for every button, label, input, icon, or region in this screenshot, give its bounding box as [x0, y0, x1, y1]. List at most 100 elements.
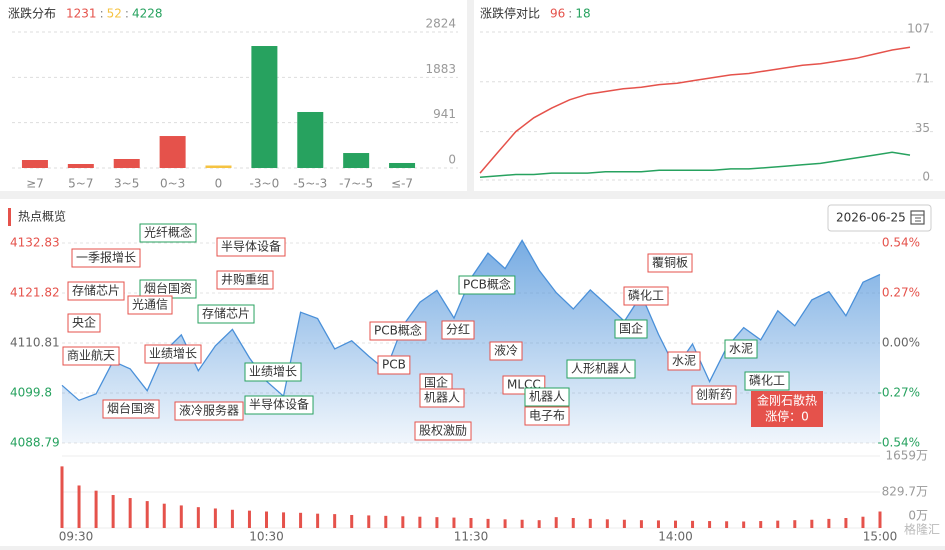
separator: : [568, 7, 572, 21]
hotspot-tag[interactable] [127, 295, 173, 315]
panel-title: 涨跌停对比 [480, 6, 540, 21]
hotspot-label[interactable]: 水泥 [729, 342, 753, 356]
hotspot-label[interactable]: 半导体设备 [221, 240, 281, 254]
y-tick-label: 4088.79 [10, 436, 60, 450]
y-tick-label: 941 [433, 107, 456, 121]
volume-bar [213, 508, 217, 528]
volume-bar [401, 516, 405, 528]
volume-bar [844, 518, 848, 528]
hotspot-label[interactable]: 业绩增长 [249, 365, 297, 379]
hotspot-tag[interactable] [566, 359, 636, 379]
hotspot-tag[interactable] [377, 355, 411, 375]
hotspot-tag[interactable] [524, 387, 570, 407]
hotspot-tag[interactable] [216, 237, 286, 257]
hotspot-label[interactable]: PCB [382, 358, 406, 372]
hotspot-tag[interactable] [419, 388, 465, 408]
summary-value: 52 [107, 7, 122, 21]
hotspot-label[interactable]: 存储芯片 [202, 306, 250, 321]
price-area [62, 240, 880, 443]
hotspot-tag[interactable] [67, 313, 101, 333]
hotspot-label[interactable]: 分红 [446, 322, 470, 337]
volume-bar [554, 517, 558, 528]
date-picker[interactable] [827, 204, 932, 232]
hotspot-label[interactable]: 半导体设备 [249, 398, 309, 412]
hotspot-label[interactable]: 磷化工 [628, 288, 664, 303]
volume-tick-label: 829.7万 [882, 484, 928, 498]
hotspot-tag[interactable] [244, 362, 302, 382]
date-value: 2026-06-25 [836, 211, 906, 225]
volume-bar [230, 509, 234, 528]
hotspot-tag[interactable] [691, 385, 737, 405]
hotspot-label[interactable]: 机器人 [424, 391, 460, 405]
hotspot-label[interactable]: 液冷 [494, 343, 518, 358]
hotspot-tag[interactable] [614, 319, 648, 339]
hotspot-label[interactable]: 井购重组 [221, 272, 269, 287]
summary-value: 1231 [66, 7, 97, 21]
hotspot-label[interactable]: 液冷服务器 [179, 403, 239, 418]
hotspot-tag[interactable] [174, 401, 244, 421]
hotspot-tag[interactable] [441, 320, 475, 340]
x-tick-label: ≥7 [26, 177, 44, 191]
hotspot-tag[interactable] [724, 339, 758, 359]
hotspot-label[interactable]: 国企 [619, 321, 643, 336]
highlight-tag[interactable] [751, 391, 823, 427]
hotspot-label[interactable]: 烟台国资 [144, 281, 192, 296]
hotspot-label[interactable]: 机器人 [529, 390, 565, 404]
hotspot-tag[interactable] [62, 346, 120, 366]
hotspot-tag[interactable] [139, 223, 197, 243]
volume-tick-label: 1659万 [885, 449, 928, 463]
hotspot-label[interactable]: 烟台国资 [107, 401, 155, 416]
x-tick-label: ≤-7 [391, 177, 413, 191]
y2-tick-label: 0.54% [882, 236, 920, 250]
volume-bar [691, 520, 695, 528]
bar [251, 46, 278, 169]
hotspot-tag[interactable] [197, 304, 255, 324]
separator: : [125, 7, 129, 21]
hotspot-label[interactable]: 电子布 [529, 409, 565, 423]
hotspot-tag[interactable] [369, 321, 427, 341]
hotspot-label[interactable]: 业绩增长 [149, 347, 197, 361]
hotspot-label[interactable]: PCB概念 [463, 277, 511, 292]
x-tick-label: 15:00 [863, 530, 898, 544]
hotspot-label[interactable]: 商业航天 [67, 348, 115, 363]
panel-title: 涨跌分布 [8, 6, 56, 21]
x-tick-label: 3~5 [114, 177, 139, 191]
hotspot-label[interactable]: 国企 [424, 375, 448, 390]
hotspot-tag[interactable] [623, 286, 669, 306]
volume-bar [350, 514, 354, 528]
volume-bar [503, 519, 507, 528]
highlight-label: 金刚石散热 [757, 393, 817, 408]
hotspot-tag[interactable] [244, 395, 314, 415]
volume-bar [145, 501, 149, 528]
hotspot-tag[interactable] [524, 406, 570, 426]
calendar-icon[interactable] [910, 210, 925, 225]
volume-bar [384, 515, 388, 528]
hotspot-label[interactable]: 光通信 [132, 298, 168, 312]
hotspot-tag[interactable] [647, 253, 693, 273]
hotspot-tag[interactable] [458, 275, 516, 295]
hotspot-tag[interactable] [216, 270, 274, 290]
volume-bar [452, 517, 456, 528]
hotspot-tag[interactable] [71, 248, 141, 268]
hotspot-label[interactable]: 存储芯片 [72, 283, 120, 298]
hotspot-label[interactable]: 磷化工 [749, 373, 785, 388]
bar [389, 162, 416, 168]
hotspot-tag[interactable] [489, 341, 523, 361]
hotspot-tag[interactable] [102, 399, 160, 419]
hotspot-label[interactable]: 一季报增长 [76, 250, 136, 265]
hotspot-tag[interactable] [414, 421, 472, 441]
hotspot-tag[interactable] [144, 344, 202, 364]
volume-bar [111, 495, 115, 528]
hotspot-label[interactable]: 股权激励 [419, 424, 467, 438]
hotspot-label[interactable]: PCB概念 [374, 323, 422, 338]
hotspot-label[interactable]: 人形机器人 [571, 362, 631, 376]
hotspot-tag[interactable] [67, 281, 125, 301]
hotspot-label[interactable]: 水泥 [672, 354, 696, 368]
hotspot-label[interactable]: 央企 [72, 315, 96, 330]
hotspot-label[interactable]: 光纤概念 [144, 225, 192, 240]
hotspot-label[interactable]: 创新药 [696, 387, 732, 402]
hotspot-tag[interactable] [744, 371, 790, 391]
y-tick-label: 0 [448, 153, 456, 167]
hotspot-label[interactable]: 覆铜板 [652, 255, 688, 270]
hotspot-tag[interactable] [667, 351, 701, 371]
